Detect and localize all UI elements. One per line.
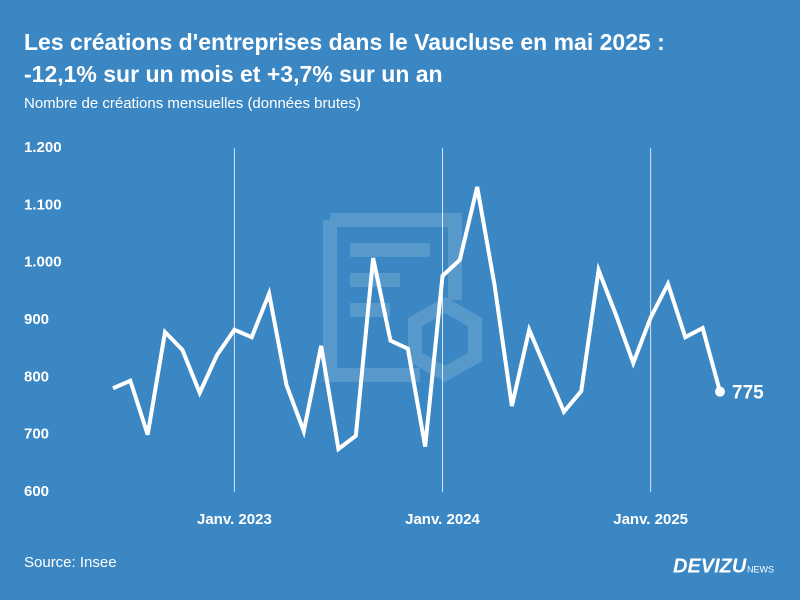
x-tick-label: Janv. 2023 [197, 511, 272, 528]
chart-subtitle: Nombre de créations mensuelles (données … [24, 95, 361, 112]
brand: DEVIZU [673, 555, 747, 577]
y-tick-label: 1.100 [24, 196, 62, 213]
data-label: 775 [732, 383, 764, 404]
y-tick-label: 700 [24, 426, 49, 443]
x-tick-label: Janv. 2024 [405, 511, 480, 528]
y-tick-label: 600 [24, 483, 49, 500]
x-tick-label: Janv. 2025 [613, 511, 688, 528]
chart-title: Les créations d'entreprises dans le Vauc… [24, 29, 665, 55]
y-tick-label: 800 [24, 368, 49, 385]
source: Source: Insee [24, 554, 117, 571]
brand-suffix: NEWS [747, 564, 774, 574]
y-tick-label: 1.000 [24, 254, 62, 271]
y-tick-label: 900 [24, 311, 49, 328]
chart-title: -12,1% sur un mois et +3,7% sur un an [24, 61, 443, 87]
end-point [715, 386, 725, 397]
data-line [112, 186, 722, 453]
watermark [323, 213, 482, 383]
y-tick-label: 1.200 [24, 139, 62, 156]
